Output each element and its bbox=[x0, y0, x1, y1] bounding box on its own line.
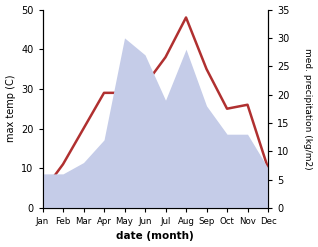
Y-axis label: med. precipitation (kg/m2): med. precipitation (kg/m2) bbox=[303, 48, 313, 169]
X-axis label: date (month): date (month) bbox=[116, 231, 194, 242]
Y-axis label: max temp (C): max temp (C) bbox=[5, 75, 16, 143]
